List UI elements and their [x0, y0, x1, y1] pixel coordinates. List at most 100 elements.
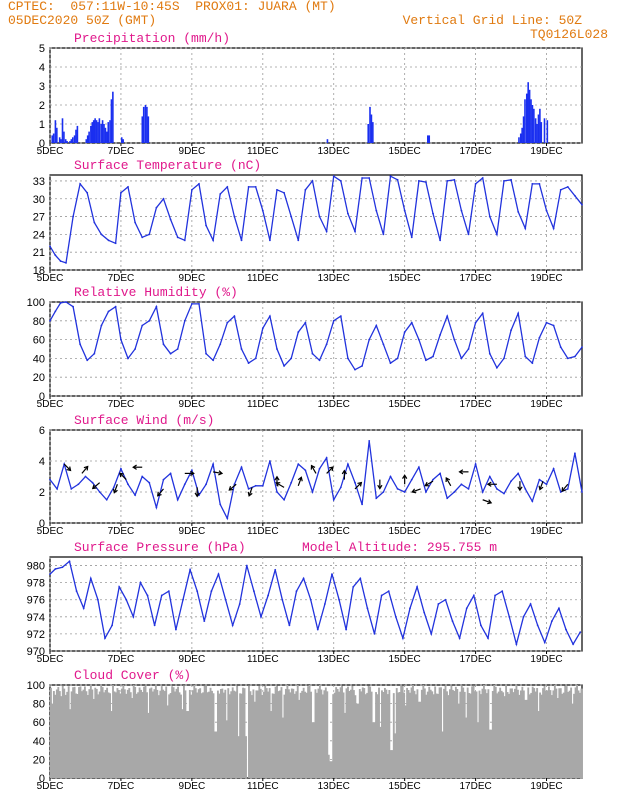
cloud-bar: [415, 694, 417, 778]
cloud-bar: [412, 685, 414, 778]
data-point: [508, 615, 511, 618]
cloud-bar: [199, 688, 202, 778]
x-tick-label: 19DEC: [530, 399, 562, 410]
data-point: [338, 598, 340, 601]
data-point: [198, 302, 200, 305]
data-point: [401, 637, 404, 640]
data-point: [416, 586, 418, 588]
data-point: [120, 467, 122, 470]
data-point: [268, 315, 271, 317]
wind-arrow-head: [538, 485, 544, 491]
cloud-bar: [471, 686, 474, 778]
data-point: [432, 355, 434, 358]
data-point: [210, 590, 213, 593]
data-point: [467, 488, 470, 490]
cloud-bar: [117, 689, 120, 778]
cloud-bar: [184, 690, 187, 778]
data-point: [134, 494, 137, 496]
precip-bar: [101, 120, 104, 143]
cloud-bar: [580, 688, 583, 778]
precip-bar: [141, 116, 144, 143]
y-tick-label: 3: [39, 81, 45, 93]
wind-arrow: [91, 482, 101, 490]
precip-bar: [110, 99, 113, 143]
cloud-bar: [548, 686, 550, 778]
cloud-bar: [485, 693, 488, 778]
data-point: [162, 197, 165, 200]
data-point: [437, 603, 440, 605]
cloud-bar: [178, 692, 181, 778]
y-tick-label: 6: [39, 425, 45, 437]
x-tick-label: 5DEC: [37, 273, 64, 284]
data-point: [480, 624, 482, 627]
wind-arrow: [517, 481, 523, 492]
data-point: [311, 180, 314, 182]
data-point: [120, 191, 122, 194]
cloud-bar: [190, 694, 193, 778]
cloud-bar: [487, 689, 490, 778]
cloud-bar: [104, 689, 107, 778]
data-point: [91, 481, 94, 484]
data-point: [233, 315, 236, 317]
panel-title: Surface Pressure (hPa): [74, 540, 246, 555]
wind-arrow-head: [132, 464, 137, 470]
wind-arrow: [402, 474, 408, 485]
wind-arrow-head: [357, 481, 363, 487]
wind-arrow: [297, 476, 303, 487]
data-point: [86, 359, 89, 362]
precip-bar: [427, 135, 429, 143]
data-point: [373, 633, 376, 635]
wind-arrow: [112, 484, 118, 494]
wind-arrow: [341, 469, 348, 480]
y-tick-label: 2: [39, 100, 45, 112]
precip-bar: [518, 137, 520, 143]
cloud-bar: [308, 685, 311, 778]
cloud-bar: [174, 691, 177, 778]
panel-subtitle: Model Altitude: 295.755 m: [302, 540, 497, 555]
data-point: [205, 352, 207, 355]
y-tick-label: 1: [39, 119, 45, 131]
data-point: [368, 177, 371, 179]
cloud-bar: [347, 686, 349, 778]
cloud-bar: [50, 687, 52, 778]
data-point: [141, 475, 144, 478]
precip-bar: [54, 120, 57, 143]
data-point: [581, 491, 583, 493]
cloud-bar: [146, 692, 148, 778]
cloud-bar: [94, 687, 97, 778]
cloud-bar: [503, 696, 506, 778]
cloud-bar: [157, 695, 160, 778]
cloud-bar: [122, 685, 125, 778]
cloud-bar: [82, 689, 85, 778]
wind-arrow-shaft: [81, 466, 89, 474]
x-tick-label: 9DEC: [179, 146, 206, 157]
data-point: [460, 483, 463, 486]
cloud-bar: [521, 686, 524, 778]
precip-bar: [527, 82, 529, 143]
x-tick-label: 7DEC: [108, 273, 135, 284]
data-point: [517, 312, 520, 315]
data-point: [176, 348, 179, 350]
x-tick-label: 9DEC: [179, 654, 206, 665]
cloud-bar: [386, 694, 389, 778]
x-tick-label: 5DEC: [37, 526, 64, 537]
cloud-bar: [218, 693, 221, 778]
cloud-bar: [292, 688, 295, 778]
precip-bar: [90, 125, 92, 143]
cloud-bar: [403, 692, 406, 778]
cloud-bar: [573, 693, 576, 778]
data-point: [524, 355, 527, 358]
data-point: [444, 598, 447, 601]
y-tick-label: 970: [27, 646, 45, 658]
cloud-bar: [329, 761, 332, 778]
data-point: [354, 368, 356, 371]
wind-arrow-shaft: [228, 483, 237, 491]
panel-title: Surface Wind (m/s): [74, 413, 214, 428]
wind-arrow: [228, 483, 237, 491]
data-point: [212, 239, 215, 242]
data-point: [347, 212, 349, 215]
cloud-bar: [502, 692, 505, 778]
x-tick-label: 13DEC: [318, 399, 350, 410]
y-tick-label: 40: [33, 353, 45, 365]
precip-bar: [524, 99, 526, 143]
